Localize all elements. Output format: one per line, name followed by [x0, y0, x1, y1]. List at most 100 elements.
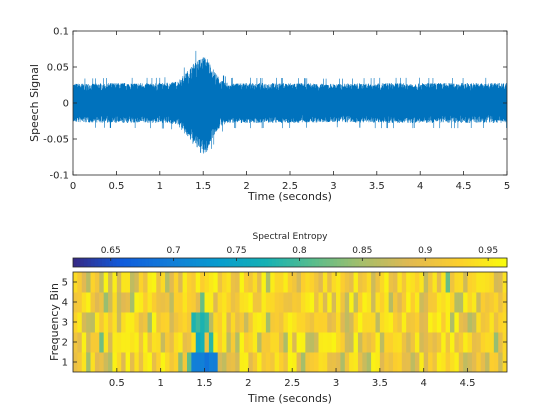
heatmap-cell	[388, 312, 394, 333]
heatmap-cell	[169, 352, 175, 372]
heatmap-cell	[129, 352, 135, 372]
heatmap-cell	[208, 352, 214, 372]
heatmap-cell	[182, 272, 188, 293]
heatmap-cell	[112, 292, 118, 313]
colorbar-swatch	[271, 258, 277, 267]
heatmap-cell	[208, 312, 214, 333]
heatmap-cell	[318, 312, 324, 333]
heatmap-cell	[423, 352, 429, 372]
heatmap-cell	[441, 352, 447, 372]
heatmap-cell	[243, 332, 249, 353]
colorbar-swatch	[431, 258, 436, 267]
heatmap-cell	[401, 292, 407, 313]
heatmap-cell	[454, 292, 460, 313]
colorbar-tick-label: 0.7	[166, 246, 180, 256]
heatmap-cell	[349, 292, 355, 313]
heatmap-cell	[336, 312, 341, 333]
heatmap-cell	[182, 352, 188, 372]
heatmap-cell	[99, 312, 105, 333]
heatmap-cell	[138, 272, 144, 293]
heatmap-cell	[384, 352, 390, 372]
heatmap-cell	[379, 292, 385, 313]
heatmap-cells	[73, 272, 507, 372]
heatmap-cell	[217, 352, 223, 372]
heatmap-cell	[498, 332, 504, 353]
heatmap-cell	[143, 352, 149, 372]
colorbar-swatch	[412, 258, 418, 267]
heatmap-cell	[151, 312, 157, 333]
heatmap-cell	[458, 312, 464, 333]
heatmap-cell	[191, 352, 197, 372]
heatmap-cell	[428, 272, 433, 293]
colorbar-swatch	[145, 258, 150, 267]
heatmap-cell	[419, 272, 425, 293]
heatmap-cell	[99, 272, 105, 293]
heatmap-cell	[243, 352, 249, 372]
heatmap-cell	[165, 292, 170, 313]
heatmap-cell	[94, 332, 100, 353]
colorbar-swatch	[257, 258, 262, 267]
heatmap-cell	[493, 352, 499, 372]
heatmap-cell	[371, 312, 376, 333]
colorbar-swatch	[304, 258, 309, 267]
heatmap-cell	[309, 352, 315, 372]
heatmap-cell	[147, 312, 153, 333]
colorbar-swatch	[420, 258, 425, 267]
colorbar-swatch	[159, 258, 165, 267]
heatmap-cell	[191, 312, 197, 333]
heatmap-cell	[200, 292, 206, 313]
heatmap-cell	[467, 352, 473, 372]
heatmap-cell	[393, 272, 398, 293]
heatmap-cell	[279, 312, 284, 333]
heatmap-cell	[318, 292, 324, 313]
heatmap-cell	[314, 292, 319, 313]
waveform-y-tick-label: 0.05	[47, 63, 69, 74]
heatmap-cell	[467, 332, 473, 353]
heatmap-chart: 0.5 1 1.5 2 2.5 3 3.5 4 4.5 1 2 3 4 5 Time (seconds)…	[48, 271, 508, 405]
heatmap-cell	[182, 332, 188, 353]
heatmap-cell	[340, 352, 346, 372]
heatmap-cell	[213, 312, 219, 333]
heatmap-cell	[147, 352, 153, 372]
heatmap-cell	[103, 332, 109, 353]
heatmap-cell	[283, 332, 289, 353]
heatmap-cell	[222, 332, 227, 353]
colorbar-swatch	[351, 258, 356, 267]
heatmap-cell	[322, 352, 328, 372]
heatmap-cell	[77, 272, 83, 293]
heatmap-cell	[230, 352, 236, 372]
colorbar-swatch	[242, 258, 248, 267]
heatmap-cell	[178, 292, 184, 313]
heatmap-cell	[204, 272, 210, 293]
colorbar-swatch	[387, 258, 392, 267]
heatmap-cell	[257, 272, 263, 293]
heatmap-cell	[230, 272, 236, 293]
heatmap-cell	[108, 312, 113, 333]
heatmap-cell	[379, 272, 385, 293]
heatmap-cell	[432, 312, 438, 333]
heatmap-cell	[388, 292, 394, 313]
colorbar-swatch	[322, 258, 327, 267]
heatmap-cell	[151, 272, 157, 293]
heatmap-cell	[103, 272, 109, 293]
heatmap-cell	[86, 312, 92, 333]
colorbar-swatch	[333, 258, 338, 267]
heatmap-cell	[485, 332, 490, 353]
heatmap-cell	[300, 312, 306, 333]
heatmap-cell	[393, 312, 398, 333]
heatmap-cell	[160, 352, 166, 372]
heatmap-cell	[371, 272, 376, 293]
heatmap-cell	[366, 292, 372, 313]
heatmap-cell	[371, 352, 376, 372]
colorbar-swatch	[91, 258, 96, 267]
heatmap-cell	[165, 312, 170, 333]
heatmap-cell	[406, 272, 412, 293]
colorbar-swatch	[185, 258, 190, 267]
heatmap-cell	[471, 332, 477, 353]
colorbar-swatch	[105, 258, 110, 267]
heatmap-cell	[498, 292, 504, 313]
colorbar-swatch	[239, 258, 244, 267]
heatmap-cell	[410, 332, 416, 353]
heatmap-cell	[230, 312, 236, 333]
heatmap-cell	[476, 352, 482, 372]
